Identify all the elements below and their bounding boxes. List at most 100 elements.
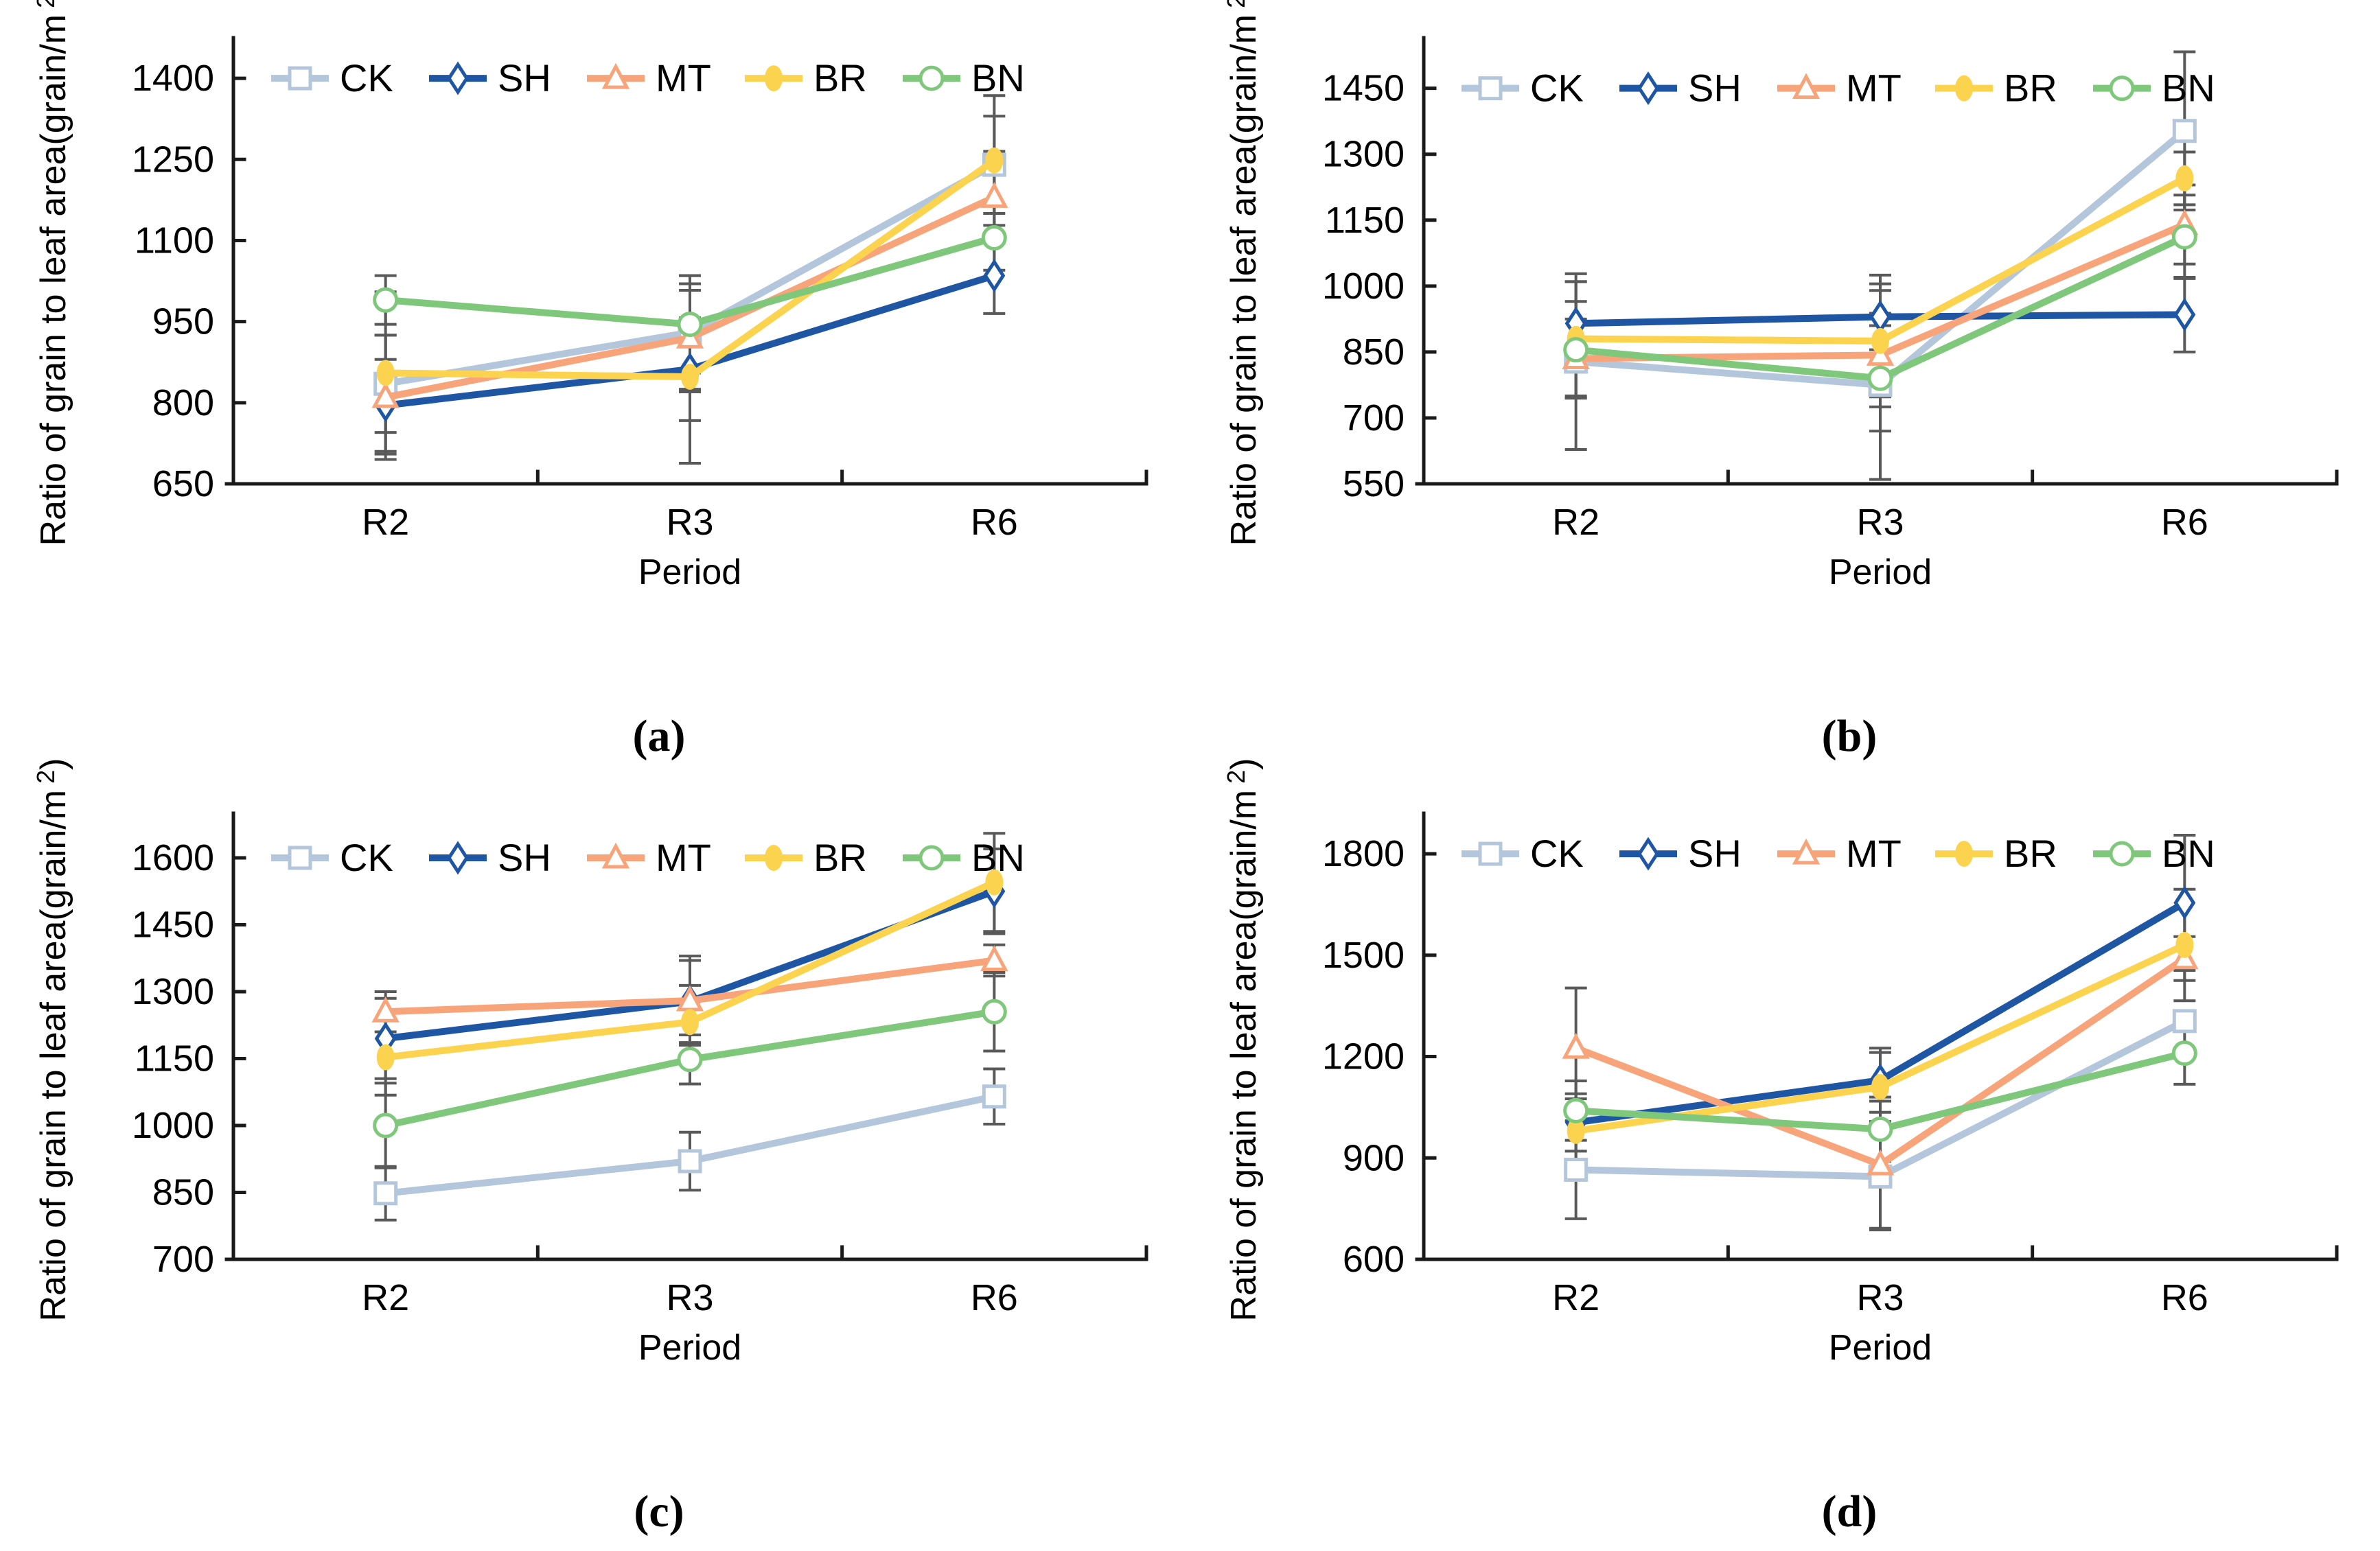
series-CK [373, 1084, 1006, 1206]
br-marker-icon [2175, 165, 2194, 191]
y-axis-title-superscript: 2 [32, 0, 60, 8]
error-bars [1564, 50, 2196, 481]
panel-c: Ratio of grain to leaf area(grain/m 2) 70… [0, 758, 1190, 1551]
x-tick-label: R3 [1856, 502, 1904, 543]
y-tick-label: 850 [1343, 331, 1405, 373]
chart-d: 600 900 1200 1500 1800 R2 R3 R6 Period CK SH MT BR BN [1322, 811, 2339, 1368]
legend-marker-ck-icon [1478, 841, 1503, 866]
panel-b: Ratio of grain to leaf area(grain/m 2) 55… [1190, 0, 2380, 775]
series-MT [371, 945, 1008, 1023]
y-axis-title: Ratio of grain to leaf area(grain/m2) [1222, 738, 1264, 1342]
legend-marker-br-icon [765, 845, 783, 871]
legend-label: SH [1688, 67, 1742, 110]
legend-marker-br-icon [1955, 841, 1973, 867]
legend-label: MT [1846, 67, 1902, 110]
y-axis-title: Ratio of grain to leaf area(grain/m2) [1222, 0, 1264, 566]
y-axis-title-close: ) [1224, 758, 1264, 770]
series-BN [1563, 224, 2197, 391]
y-tick-label: 1500 [1322, 935, 1405, 976]
legend-marker-mt-icon [1792, 838, 1821, 865]
x-tick-label: R3 [1856, 1277, 1904, 1318]
mt-marker-icon [371, 382, 400, 408]
legend-marker-mt-icon [601, 62, 630, 89]
series-BN [373, 225, 1007, 338]
legend-marker-mt-icon [1792, 73, 1821, 100]
ck-marker-icon [373, 1181, 398, 1206]
y-tick-label: 800 [152, 382, 214, 423]
x-tick-label: R2 [1552, 1277, 1599, 1318]
panel-letter-a: (a) [632, 711, 686, 761]
axes [224, 811, 1148, 1261]
legend-item-mt: MT [1777, 67, 1902, 110]
y-axis-title-text: Ratio of grain to leaf area(grain/m [1224, 789, 1264, 1322]
bn-marker-icon [981, 225, 1007, 251]
ck-marker-icon [982, 1084, 1006, 1109]
error-bars [374, 94, 1006, 465]
x-axis-label: Period [638, 552, 741, 592]
y-tick-label: 850 [152, 1172, 214, 1213]
x-axis-label: Period [1829, 552, 1932, 592]
br-marker-icon [985, 869, 1004, 896]
bn-marker-icon [981, 999, 1007, 1025]
y-tick-label: 550 [1343, 463, 1405, 504]
legend-item-ck: CK [271, 836, 393, 879]
y-tick-label: 1150 [135, 1038, 214, 1080]
legend-label: MT [1846, 832, 1902, 875]
series-BR [376, 869, 1004, 1071]
y-axis-title-superscript: 2 [32, 769, 60, 784]
legend-marker-bn-icon [919, 65, 945, 91]
legend-marker-sh-icon [1637, 71, 1659, 106]
bn-marker-icon [2171, 224, 2197, 250]
sh-marker-icon [983, 259, 1006, 293]
br-marker-icon [681, 1009, 699, 1036]
legend-item-ck: CK [1461, 832, 1584, 875]
legend-marker-bn-icon [2109, 841, 2135, 867]
chart-c: 700 850 1000 1150 1300 1450 1600 R2 R3 R6 Period CK… [132, 811, 1148, 1368]
y-tick-label: 1100 [135, 220, 214, 261]
mt-marker-icon [1866, 1149, 1895, 1176]
panel-a: Ratio of grain to leaf area(grain/m 2) 65… [0, 0, 1190, 775]
y-axis-title-superscript: 2 [1222, 0, 1250, 8]
tick-labels: 700 850 1000 1150 1300 1450 1600 R2 R3 R6 Period [132, 837, 1018, 1368]
legend-label: BR [813, 56, 867, 100]
x-tick-label: R2 [362, 502, 409, 543]
legend-marker-br-icon [1955, 75, 1973, 102]
legend-marker-sh-icon [1637, 837, 1659, 871]
legend-marker-sh-icon [447, 61, 469, 95]
legend-label: CK [340, 56, 393, 100]
y-axis-title: Ratio of grain to leaf area(grain/m2) [32, 738, 74, 1342]
y-tick-label: 950 [152, 301, 214, 342]
legend-marker-bn-icon [919, 845, 945, 871]
legend-item-sh: SH [1619, 67, 1742, 110]
x-tick-label: R6 [971, 502, 1018, 543]
x-tick-label: R6 [2161, 1277, 2208, 1318]
x-tick-label: R3 [666, 502, 713, 543]
sh-marker-icon [2173, 885, 2196, 920]
legend-marker-mt-icon [601, 842, 630, 869]
legend-item-mt: MT [1777, 832, 1902, 875]
ck-marker-icon [2172, 1009, 2197, 1034]
mt-marker-icon [371, 996, 400, 1023]
bn-marker-icon [1563, 337, 1589, 363]
bn-marker-icon [1867, 1116, 1893, 1142]
y-tick-label: 1000 [1322, 266, 1405, 307]
legend: CK SH MT BR BN [271, 836, 1025, 879]
legend: CK SH MT BR BN [271, 56, 1025, 100]
y-tick-label: 1000 [132, 1105, 214, 1146]
legend: CK SH MT BR BN [1461, 832, 2215, 875]
br-marker-icon [376, 360, 395, 386]
bn-marker-icon [1867, 365, 1893, 391]
legend-marker-bn-icon [2109, 75, 2135, 102]
mt-marker-icon [980, 945, 1008, 971]
legend-marker-ck-icon [288, 66, 312, 91]
tick-labels: 600 900 1200 1500 1800 R2 R3 R6 Period [1322, 833, 2208, 1368]
br-marker-icon [376, 1044, 395, 1071]
legend-label: SH [1688, 832, 1742, 875]
y-tick-label: 900 [1343, 1137, 1405, 1178]
axes [224, 36, 1148, 486]
legend-marker-br-icon [765, 65, 783, 92]
legend-item-br: BR [745, 836, 867, 879]
axes [1415, 36, 2339, 486]
x-tick-label: R3 [666, 1277, 713, 1318]
